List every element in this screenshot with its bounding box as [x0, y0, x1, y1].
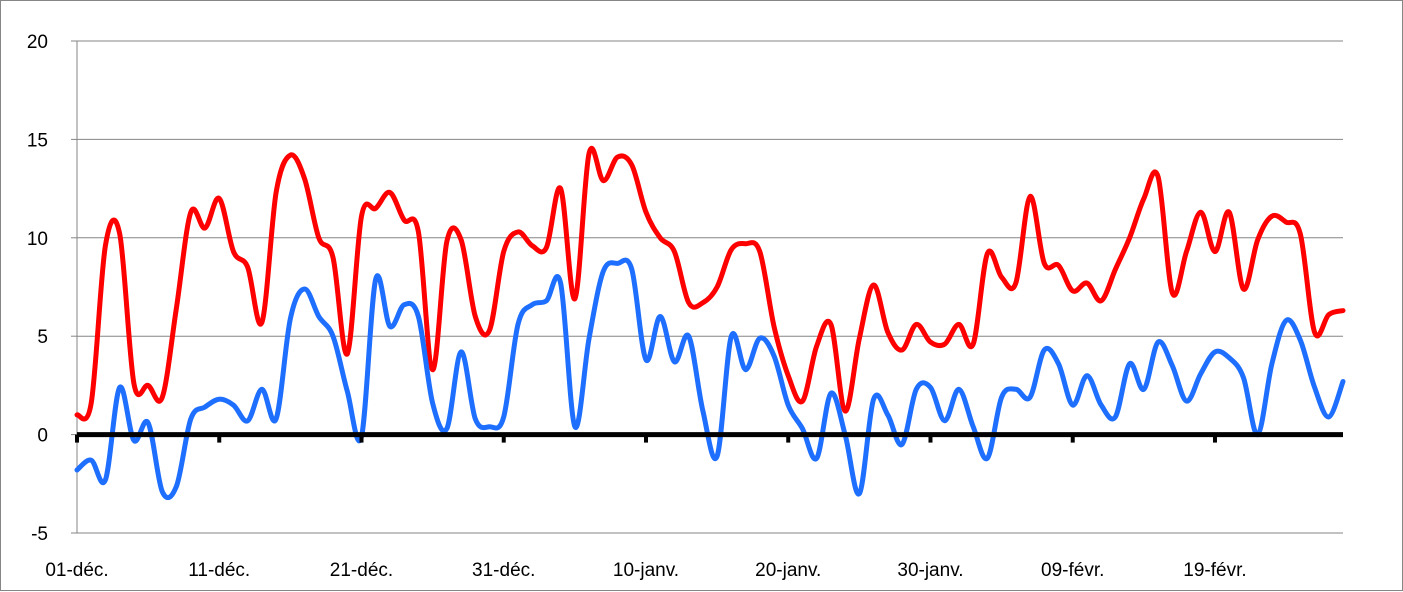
x-tick-label: 30-janv. — [897, 560, 963, 581]
y-tick-label: 15 — [27, 130, 48, 151]
gridlines — [71, 40, 1343, 534]
x-tick-label: 11-déc. — [188, 560, 250, 581]
x-axis-labels: 01-déc. 11-déc. 21-déc. 31-déc. 10-janv. 20-j… — [45, 560, 1246, 581]
y-tick-label: -5 — [31, 524, 48, 545]
plot-area — [76, 41, 1343, 534]
x-tick-label: 01-déc. — [45, 560, 108, 581]
series-lines — [74, 146, 1346, 501]
y-tick-label: 10 — [27, 229, 48, 250]
x-tick-label: 09-févr. — [1041, 560, 1104, 581]
x-tick-label: 19-févr. — [1183, 560, 1246, 581]
series-line-2 — [74, 257, 1346, 501]
x-tick-label: 20-janv. — [755, 560, 821, 581]
y-tick-label: 20 — [27, 32, 48, 53]
x-tick-label: 21-déc. — [330, 560, 393, 581]
x-tick-label: 10-janv. — [613, 560, 679, 581]
y-tick-label: 5 — [37, 327, 48, 348]
zero-axis — [75, 432, 1343, 443]
y-axis-labels: -5 0 5 10 15 20 — [27, 32, 48, 545]
series-line-1 — [74, 146, 1346, 422]
x-tick-label: 31-déc. — [472, 560, 535, 581]
y-tick-label: 0 — [37, 426, 48, 447]
